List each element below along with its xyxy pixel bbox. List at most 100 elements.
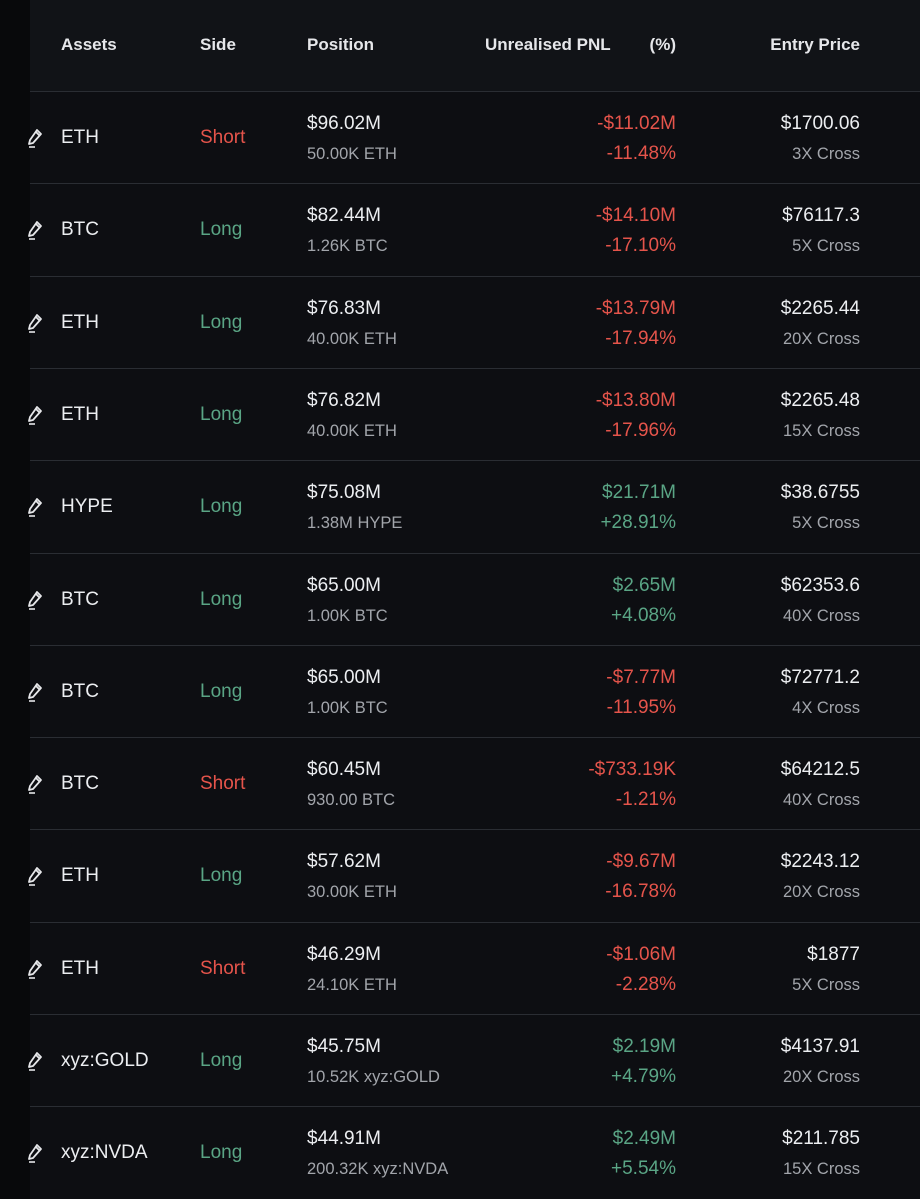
position-size: 1.00K BTC <box>307 606 388 625</box>
header-assets: Assets <box>61 35 117 54</box>
pnl-value: -$7.77M <box>606 666 676 688</box>
side-strip <box>0 0 30 1199</box>
side: Short <box>200 957 246 979</box>
row-separator <box>30 737 920 738</box>
leverage: 5X Cross <box>792 237 860 256</box>
asset: ETH <box>61 865 99 887</box>
asset: ETH <box>61 311 99 333</box>
row-separator <box>30 460 920 461</box>
side: Long <box>200 865 243 887</box>
leverage: 40X Cross <box>782 606 860 625</box>
row-separator <box>30 276 920 277</box>
leverage: 40X Cross <box>782 791 860 810</box>
edit-icon[interactable] <box>27 959 43 984</box>
asset: xyz:GOLD <box>61 1050 149 1071</box>
pencil <box>28 498 42 517</box>
entry-price: $2243.12 <box>780 851 860 873</box>
entry-price: $4137.91 <box>780 1036 860 1057</box>
entry-price: $76117.3 <box>782 205 860 227</box>
row-separator <box>30 1014 920 1015</box>
position-value: $45.75M <box>307 1036 381 1057</box>
position-value: $76.82M <box>307 389 381 411</box>
row-separator <box>30 1106 920 1107</box>
position-value: $57.62M <box>307 851 381 873</box>
side: Short <box>200 773 246 795</box>
leverage: 5X Cross <box>792 514 860 533</box>
edit-icon[interactable] <box>27 128 43 153</box>
edit-icon[interactable] <box>27 313 43 338</box>
leverage: 15X Cross <box>782 1160 860 1179</box>
header-pct: (%) <box>649 35 676 54</box>
side: Long <box>200 311 243 333</box>
edit-icon[interactable] <box>27 866 43 891</box>
pencil <box>28 775 42 794</box>
pnl-value: $2.49M <box>612 1128 676 1150</box>
asset: xyz:NVDA <box>61 1142 148 1164</box>
leverage: 20X Cross <box>782 1068 860 1086</box>
position-size: 1.38M HYPE <box>307 514 403 533</box>
entry-price: $64212.5 <box>780 759 860 781</box>
edit-icon[interactable] <box>27 590 43 615</box>
pnl-percent: -16.78% <box>605 881 676 903</box>
pnl-percent: -11.95% <box>606 696 676 718</box>
position-value: $44.91M <box>307 1128 381 1150</box>
entry-price: $2265.44 <box>780 297 860 319</box>
leverage: 20X Cross <box>782 329 860 348</box>
row-separator <box>30 368 920 369</box>
header-position: Position <box>307 35 375 54</box>
edit-icon[interactable] <box>27 682 43 707</box>
position-value: $76.83M <box>307 297 381 319</box>
entry-price: $38.6755 <box>780 482 860 504</box>
leverage: 20X Cross <box>782 883 860 902</box>
pnl-value: -$13.80M <box>595 389 676 411</box>
leverage: 3X Cross <box>792 145 860 163</box>
pnl-percent: -11.48% <box>606 143 676 164</box>
edit-icon[interactable] <box>27 405 43 430</box>
position-value: $82.44M <box>307 205 381 227</box>
pencil <box>28 129 42 148</box>
side: Long <box>200 496 243 518</box>
pencil <box>28 221 42 241</box>
position-size: 40.00K ETH <box>307 329 397 348</box>
pencil <box>28 405 42 425</box>
position-value: $46.29M <box>307 943 381 965</box>
leverage: 4X Cross <box>792 698 860 717</box>
position-size: 40.00K ETH <box>307 421 397 440</box>
pnl-value: -$9.67M <box>606 851 676 873</box>
header-side: Side <box>200 35 236 54</box>
position-size: 1.26K BTC <box>307 237 388 256</box>
edit-icon[interactable] <box>27 1051 43 1076</box>
pnl-percent: +28.91% <box>600 512 676 534</box>
asset: ETH <box>61 127 99 148</box>
edit-icon[interactable] <box>27 774 43 799</box>
side: Short <box>200 127 246 148</box>
pencil <box>28 1052 42 1071</box>
side: Long <box>200 1050 243 1071</box>
position-size: 30.00K ETH <box>307 883 397 902</box>
side: Long <box>200 588 243 610</box>
pnl-value: $21.71M <box>602 482 676 504</box>
row-separator <box>30 645 920 646</box>
edit-icon[interactable] <box>27 220 43 245</box>
position-value: $96.02M <box>307 113 381 134</box>
edit-icon[interactable] <box>27 497 43 522</box>
pnl-percent: -17.10% <box>605 235 676 257</box>
pencil <box>28 682 42 702</box>
row-separator <box>30 553 920 554</box>
pnl-value: $2.65M <box>612 574 676 596</box>
side: Long <box>200 1142 243 1164</box>
position-size: 1.00K BTC <box>307 698 388 717</box>
asset: BTC <box>61 773 99 795</box>
side: Long <box>200 219 243 241</box>
asset: BTC <box>61 680 99 702</box>
asset: HYPE <box>61 496 113 518</box>
position-size: 24.10K ETH <box>307 975 397 994</box>
header-pnl: Unrealised PNL <box>485 35 611 54</box>
entry-price: $1700.06 <box>780 113 860 134</box>
position-value: $75.08M <box>307 482 381 504</box>
edit-icon[interactable] <box>27 1143 43 1168</box>
pnl-value: -$11.02M <box>597 113 676 134</box>
row-separator <box>30 183 920 184</box>
pnl-percent: +5.54% <box>611 1158 676 1180</box>
pnl-value: -$14.10M <box>595 205 676 227</box>
